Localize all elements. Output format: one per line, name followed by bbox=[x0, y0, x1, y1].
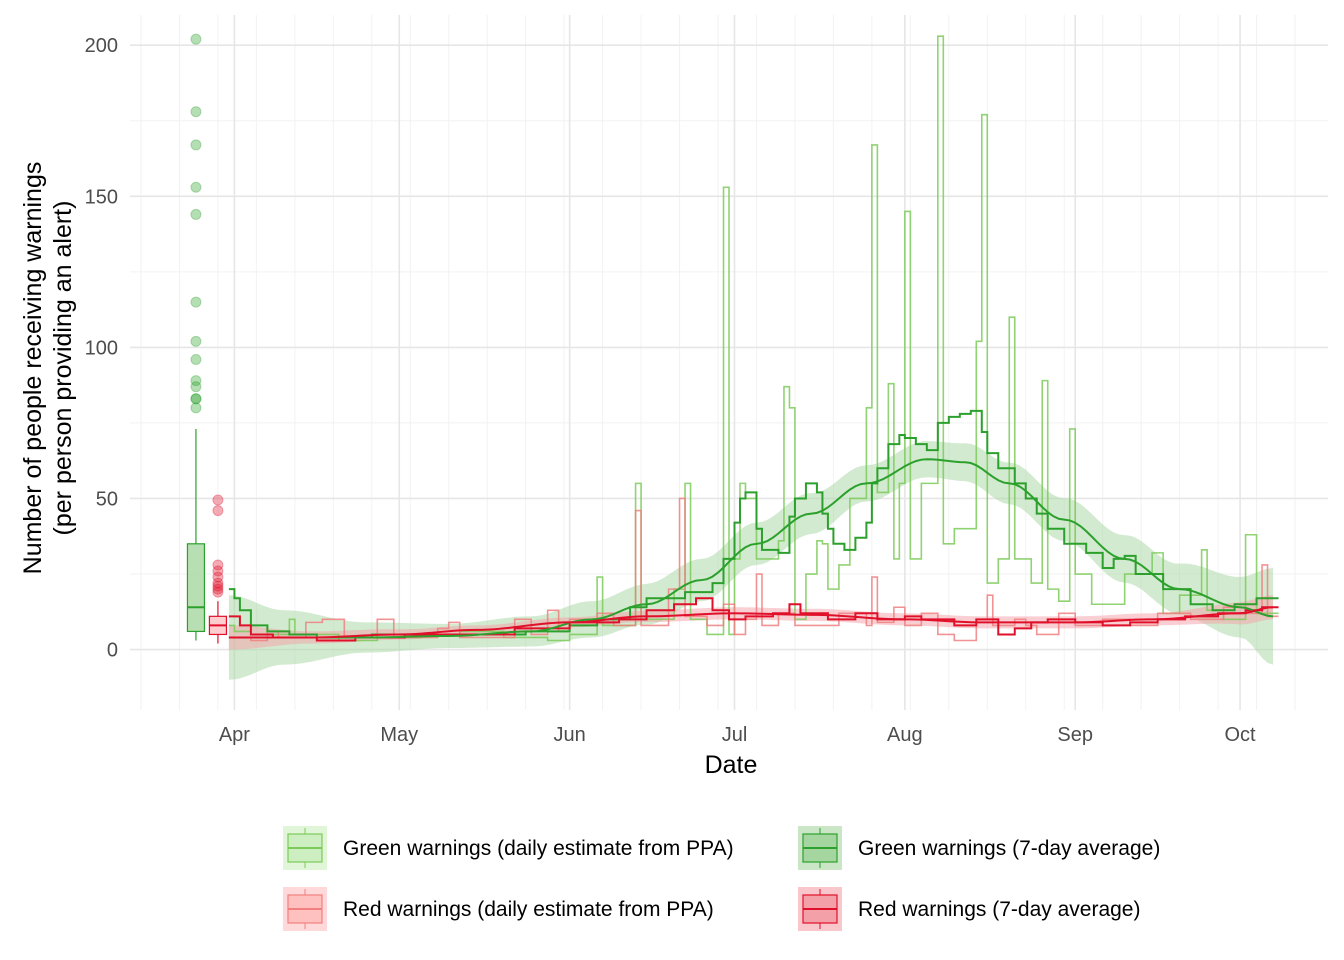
y-tick-label: 100 bbox=[85, 337, 118, 359]
legend-item-red_daily: Red warnings (daily estimate from PPA) bbox=[283, 887, 714, 931]
boxplot-outlier bbox=[212, 571, 224, 583]
boxplot-outlier bbox=[190, 353, 202, 365]
x-tick-label: Apr bbox=[219, 724, 250, 746]
x-axis-title: Date bbox=[705, 751, 758, 779]
boxplot-outlier bbox=[190, 139, 202, 151]
boxplot-outlier bbox=[190, 375, 202, 387]
y-tick-label: 0 bbox=[107, 640, 118, 662]
boxplot-outlier bbox=[190, 393, 202, 405]
boxplot-outlier bbox=[212, 586, 224, 598]
boxplot-outlier bbox=[190, 106, 202, 118]
confidence-bands bbox=[228, 441, 1274, 680]
boxplot-outlier bbox=[190, 381, 202, 393]
y-tick-label: 50 bbox=[96, 488, 118, 510]
legend-label: Green warnings (7-day average) bbox=[858, 837, 1160, 860]
smooth-fit-line-red_avg bbox=[228, 606, 1274, 639]
boxplot-outlier bbox=[190, 393, 202, 405]
boxplot-outlier bbox=[212, 559, 224, 571]
legend-item-green_daily: Green warnings (daily estimate from PPA) bbox=[283, 826, 734, 870]
boxplot-box bbox=[186, 543, 206, 633]
x-tick-labels: Apr May Jun Jul Aug Sep Oct bbox=[219, 724, 1256, 746]
x-tick-label: Oct bbox=[1225, 724, 1257, 746]
legend-label: Red warnings (7-day average) bbox=[858, 898, 1140, 921]
boxplot-outlier bbox=[190, 181, 202, 193]
y-axis-title-line2: (per person providing an alert) bbox=[49, 201, 77, 536]
y-axis-title: Number of people receiving warnings (per… bbox=[19, 162, 77, 575]
legend: Green warnings (daily estimate from PPA)… bbox=[283, 826, 1160, 931]
y-axis-title-line1: Number of people receiving warnings bbox=[19, 162, 47, 575]
legend-label: Red warnings (daily estimate from PPA) bbox=[343, 898, 714, 921]
boxplot-outlier bbox=[212, 565, 224, 577]
boxplots bbox=[186, 33, 228, 644]
boxplot-outlier bbox=[190, 296, 202, 308]
legend-item-green_avg: Green warnings (7-day average) bbox=[798, 826, 1160, 870]
series-lines bbox=[228, 35, 1279, 642]
step-line-red_avg bbox=[228, 597, 1279, 642]
y-tick-label: 200 bbox=[85, 35, 118, 57]
boxplot-outlier bbox=[190, 208, 202, 220]
step-line-red_daily bbox=[228, 497, 1279, 642]
boxplot-outlier bbox=[212, 505, 224, 517]
legend-item-red_avg: Red warnings (7-day average) bbox=[798, 887, 1140, 931]
x-tick-label: Sep bbox=[1057, 724, 1093, 746]
boxplot-outlier bbox=[190, 33, 202, 45]
boxplot-outlier bbox=[190, 335, 202, 347]
boxplot-outlier bbox=[212, 583, 224, 595]
boxplot-outlier bbox=[212, 580, 224, 592]
legend-label: Green warnings (daily estimate from PPA) bbox=[343, 837, 734, 860]
x-tick-label: Aug bbox=[887, 724, 923, 746]
smooth-fit-line-green_avg bbox=[228, 458, 1274, 639]
boxplot-outlier bbox=[190, 402, 202, 414]
x-tick-label: Jun bbox=[554, 724, 586, 746]
boxplot-outlier bbox=[212, 494, 224, 506]
y-tick-labels: 0 50 100 150 200 bbox=[85, 35, 118, 661]
x-tick-label: May bbox=[380, 724, 418, 746]
boxplot-outlier bbox=[212, 577, 224, 589]
y-tick-label: 150 bbox=[85, 186, 118, 208]
x-tick-label: Jul bbox=[722, 724, 748, 746]
confidence-band-green_avg bbox=[228, 441, 1274, 680]
